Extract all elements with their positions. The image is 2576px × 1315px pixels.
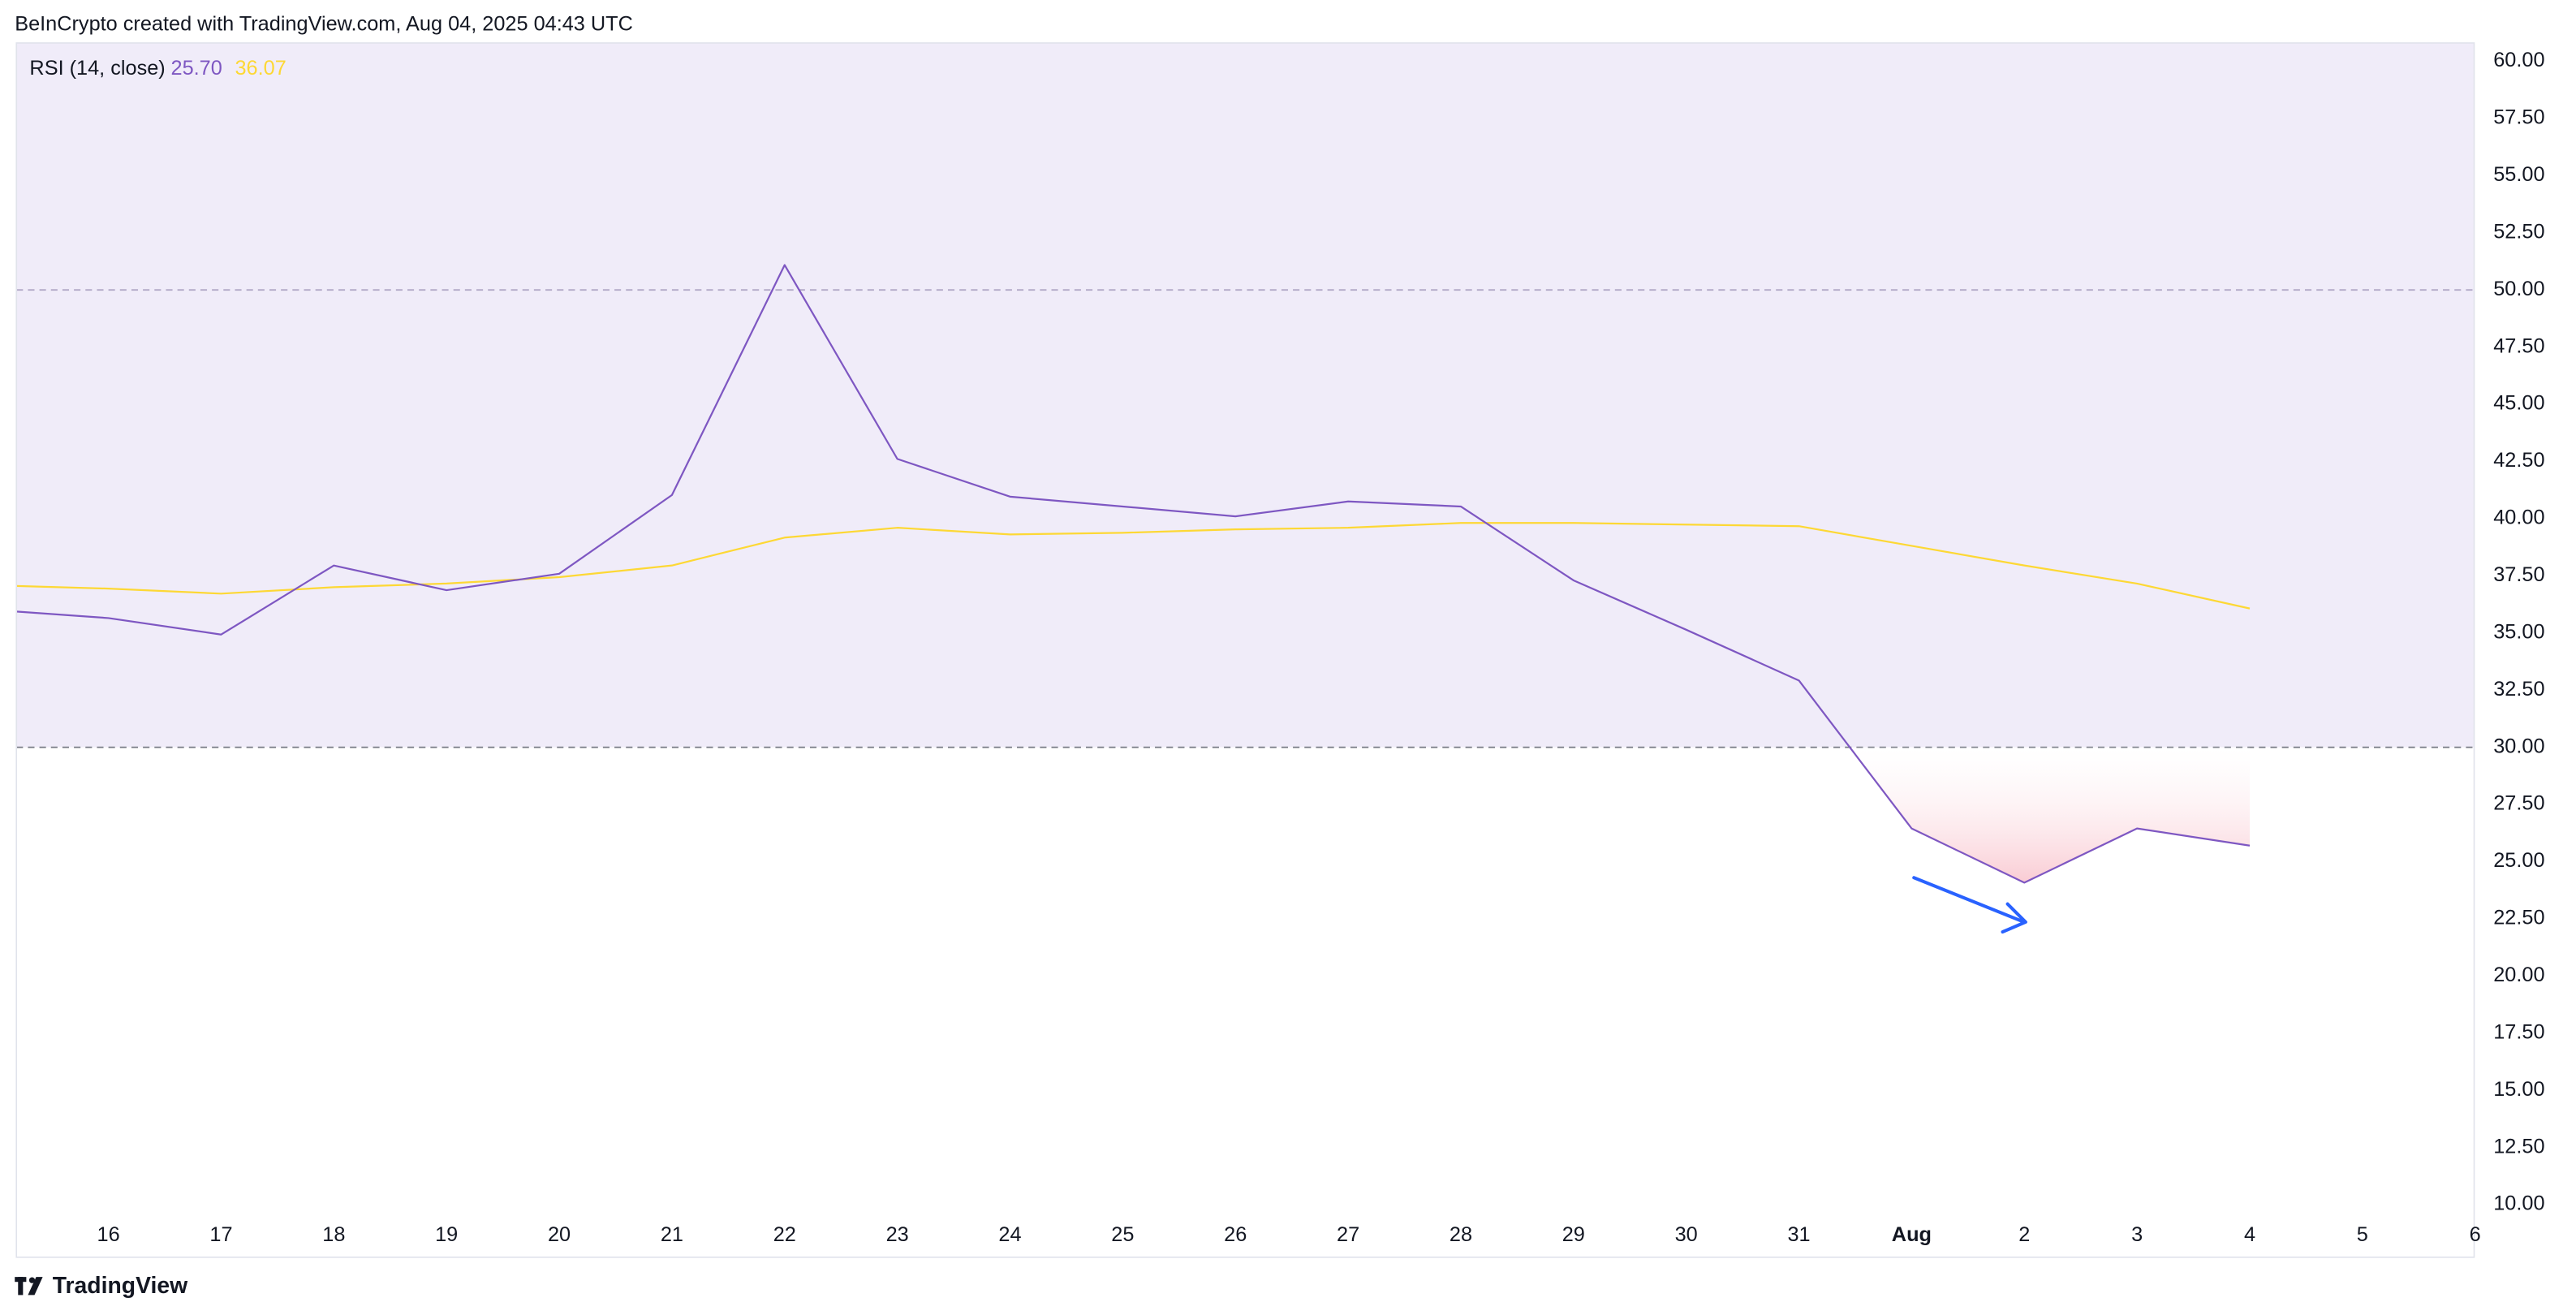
- x-tick-label: 19: [435, 1223, 458, 1246]
- y-tick-label: 52.50: [2493, 220, 2544, 243]
- x-tick-label: 25: [1111, 1223, 1134, 1246]
- x-tick-label: 5: [2357, 1223, 2368, 1246]
- y-tick-label: 55.00: [2493, 163, 2544, 186]
- x-tick-label: 3: [2131, 1223, 2143, 1246]
- x-tick-label: 18: [322, 1223, 345, 1246]
- x-tick-label: 22: [773, 1223, 796, 1246]
- y-axis: 10.00 12.50 15.00 17.50 20.00 22.50 25.00 27.50…: [2493, 49, 2544, 1215]
- y-tick-label: 42.50: [2493, 449, 2544, 472]
- x-tick-label: 31: [1787, 1223, 1810, 1246]
- y-tick-label: 20.00: [2493, 964, 2544, 986]
- y-tick-label: 10.00: [2493, 1192, 2544, 1215]
- x-tick-label: 21: [661, 1223, 683, 1246]
- plot-area: [16, 42, 2475, 884]
- y-tick-label: 37.50: [2493, 563, 2544, 586]
- x-tick-label: 23: [886, 1223, 909, 1246]
- x-tick-label: 30: [1675, 1223, 1698, 1246]
- plot-frame: [15, 42, 2475, 1258]
- y-tick-label: 12.50: [2493, 1135, 2544, 1158]
- x-tick-label: 4: [2244, 1223, 2255, 1246]
- rsi-band: [16, 42, 2475, 748]
- x-tick-label: 28: [1450, 1223, 1472, 1246]
- series-line: [16, 264, 2251, 884]
- y-tick-label: 27.50: [2493, 792, 2544, 815]
- arrow-annotation: [1912, 876, 2027, 934]
- x-tick-label: 29: [1562, 1223, 1585, 1246]
- y-tick-label: 35.00: [2493, 620, 2544, 643]
- x-tick-label: 17: [209, 1223, 232, 1246]
- y-tick-label: 47.50: [2493, 334, 2544, 357]
- y-tick-label: 22.50: [2493, 907, 2544, 929]
- x-tick-label: 6: [2470, 1223, 2481, 1246]
- y-tick-label: 25.00: [2493, 849, 2544, 872]
- legend-rsi-value: 25.70: [171, 57, 222, 80]
- footer-brand[interactable]: TradingView: [53, 1273, 188, 1299]
- legend-label: RSI (14, close): [29, 57, 165, 80]
- x-tick-label: 20: [548, 1223, 571, 1246]
- y-tick-label: 15.00: [2493, 1078, 2544, 1101]
- x-axis: 16 17 18 19 20 21 22 23 24 25 26 27 28 29 30 31 Aug 2 3 4 5 6: [97, 1223, 2481, 1246]
- y-tick-label: 57.50: [2493, 106, 2544, 129]
- y-tick-label: 32.50: [2493, 678, 2544, 701]
- y-tick-label: 60.00: [2493, 49, 2544, 71]
- y-tick-label: 50.00: [2493, 278, 2544, 300]
- x-tick-label: 24: [998, 1223, 1021, 1246]
- series-line: [16, 522, 2251, 610]
- x-tick-label: 26: [1224, 1223, 1247, 1246]
- y-tick-label: 45.00: [2493, 392, 2544, 415]
- x-tick-label: 2: [2018, 1223, 2030, 1246]
- footer-logo: [15, 1277, 43, 1296]
- oversold-fill: [1850, 747, 2250, 883]
- header-text: BeInCrypto created with TradingView.com,…: [15, 12, 633, 35]
- y-tick-label: 17.50: [2493, 1020, 2544, 1043]
- y-tick-label: 30.00: [2493, 735, 2544, 757]
- legend-ma-value: 36.07: [235, 57, 286, 80]
- x-tick-label: Aug: [1892, 1223, 1932, 1246]
- y-tick-label: 40.00: [2493, 507, 2544, 529]
- x-tick-label: 27: [1337, 1223, 1359, 1246]
- x-tick-label: 16: [97, 1223, 120, 1246]
